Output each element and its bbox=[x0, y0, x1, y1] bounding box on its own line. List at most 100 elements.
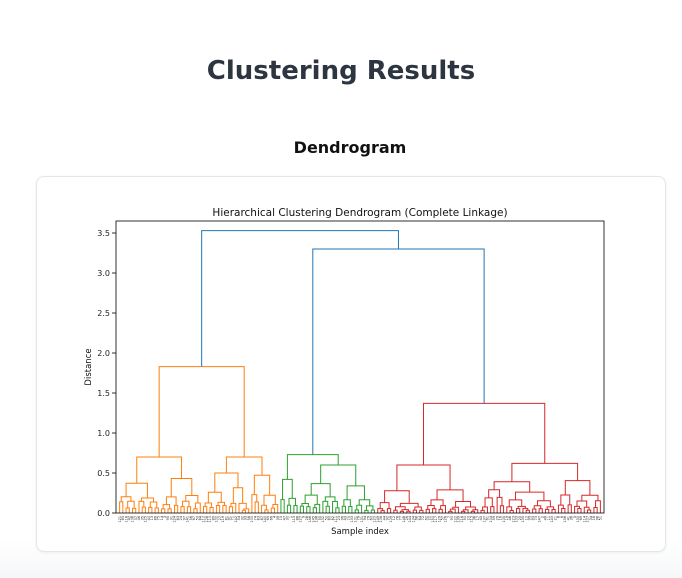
x-leaf-label: 26 bbox=[405, 516, 409, 520]
x-leaf-label: 127 bbox=[299, 516, 303, 522]
dendrogram-link bbox=[165, 496, 177, 506]
dendrogram-link bbox=[574, 505, 580, 513]
x-leaf-label: 40 bbox=[147, 516, 151, 520]
x-leaf-label: 12 bbox=[392, 516, 396, 520]
dendrogram-link bbox=[186, 506, 192, 513]
dendrogram-link bbox=[288, 497, 296, 506]
dendrogram-link bbox=[162, 504, 171, 509]
dendrogram-link bbox=[377, 508, 384, 513]
x-leaf-label: 27 bbox=[218, 516, 222, 520]
x-leaf-label: 102 bbox=[215, 516, 219, 522]
dendrogram-link bbox=[484, 497, 493, 508]
dendrogram-link bbox=[132, 507, 137, 513]
x-leaf-label: 23 bbox=[337, 516, 341, 520]
x-leaf-label: 47 bbox=[282, 516, 286, 520]
x-leaf-label: 88 bbox=[295, 516, 299, 520]
x-leaf-label: 137 bbox=[482, 516, 486, 522]
x-leaf-label: 29 bbox=[495, 516, 499, 520]
x-leaf-label: 55 bbox=[318, 516, 322, 520]
x-leaf-label: 21 bbox=[553, 516, 557, 520]
x-leaf-label: 67 bbox=[192, 516, 196, 520]
x-axis-label: Sample index bbox=[331, 527, 389, 537]
x-leaf-label: 51 bbox=[599, 516, 603, 520]
x-leaf-label: 89 bbox=[211, 516, 215, 520]
dendrogram-link bbox=[343, 499, 351, 507]
x-leaf-label: 136 bbox=[563, 516, 567, 522]
x-leaf-label: 50 bbox=[463, 516, 467, 520]
x-leaf-label: 109 bbox=[389, 516, 393, 522]
dendrogram-link bbox=[314, 503, 321, 513]
dendrogram-link bbox=[452, 506, 459, 513]
x-leaf-label: 33 bbox=[244, 516, 248, 520]
x-leaf-label: 10 bbox=[524, 516, 528, 520]
dendrogram-link bbox=[194, 502, 201, 513]
x-leaf-label: 97 bbox=[182, 516, 186, 520]
dendrogram-link bbox=[511, 462, 579, 482]
x-leaf-label: 100 bbox=[250, 516, 254, 522]
x-leaf-label: 123 bbox=[511, 516, 515, 522]
dendrogram-link bbox=[332, 501, 338, 513]
dendrogram-link bbox=[430, 499, 444, 506]
x-leaf-label: 69 bbox=[579, 516, 583, 520]
x-leaf-label: 71 bbox=[231, 516, 235, 520]
x-leaf-label: 86 bbox=[153, 516, 157, 520]
x-leaf-label: 78 bbox=[395, 516, 399, 520]
dendrogram-link bbox=[230, 502, 237, 513]
x-leaf-label: 7 bbox=[447, 516, 451, 518]
x-leaf-label: 118 bbox=[124, 516, 128, 522]
x-leaf-label: 119 bbox=[221, 516, 225, 522]
x-leaf-label: 92 bbox=[386, 516, 390, 520]
x-leaf-label: 117 bbox=[434, 516, 438, 522]
x-leaf-label: 30 bbox=[286, 516, 290, 520]
dendrogram-link bbox=[312, 248, 485, 455]
x-leaf-label: 120 bbox=[373, 516, 377, 522]
dendrogram-link bbox=[286, 504, 292, 513]
x-leaf-label: 64 bbox=[418, 516, 422, 520]
dendrogram-link bbox=[354, 509, 359, 513]
x-leaf-label: 131 bbox=[360, 516, 364, 522]
section-title: Dendrogram bbox=[293, 138, 407, 157]
x-leaf-label: 19 bbox=[505, 516, 509, 520]
x-leaf-label: 48 bbox=[508, 516, 512, 520]
dendrogram-link bbox=[341, 505, 346, 513]
dendrogram-link bbox=[508, 499, 523, 507]
dendrogram-link bbox=[141, 506, 146, 513]
x-leaf-label: 59 bbox=[492, 516, 496, 520]
dendrogram-link bbox=[312, 507, 317, 513]
dendrogram-link bbox=[532, 508, 537, 513]
dendrogram-link bbox=[138, 500, 145, 513]
x-leaf-label: 74 bbox=[253, 516, 257, 520]
dendrogram-link bbox=[299, 505, 305, 513]
x-leaf-label: 140 bbox=[263, 516, 267, 522]
dendrogram-link bbox=[432, 508, 437, 513]
dendrogram-link bbox=[488, 489, 501, 498]
dendrogram-link bbox=[167, 508, 172, 513]
x-leaf-label: 138 bbox=[315, 516, 319, 522]
dendrogram-link bbox=[201, 230, 399, 367]
dendrogram-link bbox=[551, 508, 556, 513]
x-leaf-label: 84 bbox=[198, 516, 202, 520]
dendrogram-link bbox=[517, 505, 526, 509]
x-leaf-label: 93 bbox=[531, 516, 535, 520]
x-leaf-label: 134 bbox=[411, 516, 415, 522]
dendrogram-link bbox=[386, 508, 392, 513]
dendrogram-link bbox=[581, 494, 599, 502]
x-leaf-label: 37 bbox=[134, 516, 138, 520]
x-leaf-label: 66 bbox=[269, 516, 273, 520]
x-leaf-label: 126 bbox=[444, 516, 448, 522]
dendrogram-link bbox=[583, 506, 590, 513]
x-leaf-label: 149 bbox=[376, 516, 380, 522]
x-leaf-label: 8 bbox=[557, 516, 561, 518]
dendrogram-link bbox=[448, 510, 453, 513]
dendrogram-link bbox=[320, 464, 357, 486]
dendrogram-link bbox=[438, 508, 443, 513]
x-leaf-label: 77 bbox=[399, 516, 403, 520]
dendrogram-link bbox=[384, 490, 410, 504]
x-leaf-label: 111 bbox=[334, 516, 338, 522]
x-leaf-label: 96 bbox=[340, 516, 344, 520]
y-axis-label: Distance bbox=[84, 348, 94, 385]
chart-title: Hierarchical Clustering Dendrogram (Comp… bbox=[212, 207, 507, 219]
x-leaf-label: 106 bbox=[379, 516, 383, 522]
x-leaf-label: 95 bbox=[166, 516, 170, 520]
